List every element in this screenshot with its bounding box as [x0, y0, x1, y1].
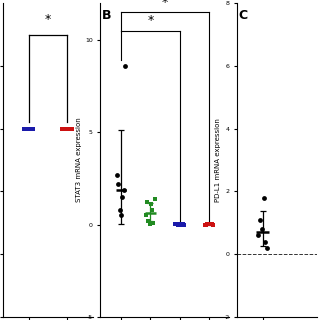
Point [121, 187, 126, 192]
Point [177, 222, 182, 227]
Point [258, 217, 263, 222]
Point [21, 126, 27, 131]
Point [180, 221, 185, 226]
Point [264, 245, 269, 250]
Text: *: * [147, 14, 153, 27]
Point [25, 126, 30, 131]
Point [179, 222, 184, 227]
Text: *: * [162, 0, 168, 9]
Point [151, 220, 156, 225]
Point [211, 222, 216, 227]
Text: B: B [102, 10, 111, 22]
Point [150, 207, 155, 212]
Text: C: C [238, 10, 247, 22]
Point [208, 222, 213, 227]
Point [117, 207, 122, 212]
Point [205, 221, 210, 227]
Point [63, 126, 68, 131]
Point [147, 221, 152, 226]
Point [145, 200, 150, 205]
Point [261, 195, 266, 200]
Point [209, 221, 214, 226]
Y-axis label: STAT3 mRNA expression: STAT3 mRNA expression [76, 118, 82, 202]
Point [143, 213, 148, 218]
Point [65, 126, 70, 131]
Point [256, 233, 261, 238]
Y-axis label: PD-L1 mRNA expression: PD-L1 mRNA expression [215, 118, 221, 202]
Point [146, 218, 151, 223]
Point [61, 126, 66, 131]
Point [68, 126, 73, 131]
Point [66, 126, 71, 131]
Point [173, 222, 178, 227]
Point [31, 126, 36, 131]
Point [120, 194, 125, 199]
Point [67, 126, 72, 131]
Point [30, 126, 35, 131]
Point [148, 202, 154, 207]
Point [26, 126, 31, 131]
Point [123, 63, 128, 68]
Point [181, 222, 187, 227]
Point [118, 213, 124, 218]
Point [114, 172, 119, 177]
Point [116, 181, 121, 187]
Point [24, 126, 29, 131]
Point [28, 126, 33, 131]
Point [204, 222, 209, 227]
Point [23, 126, 28, 131]
Point [69, 126, 74, 131]
Point [152, 196, 157, 201]
Point [259, 227, 264, 232]
Text: *: * [45, 13, 51, 26]
Point [64, 126, 69, 131]
Point [176, 222, 181, 227]
Point [29, 126, 34, 131]
Point [174, 221, 179, 227]
Point [62, 126, 67, 131]
Point [27, 126, 32, 131]
Point [206, 222, 212, 227]
Point [60, 126, 65, 131]
Point [263, 239, 268, 244]
Point [202, 222, 207, 227]
